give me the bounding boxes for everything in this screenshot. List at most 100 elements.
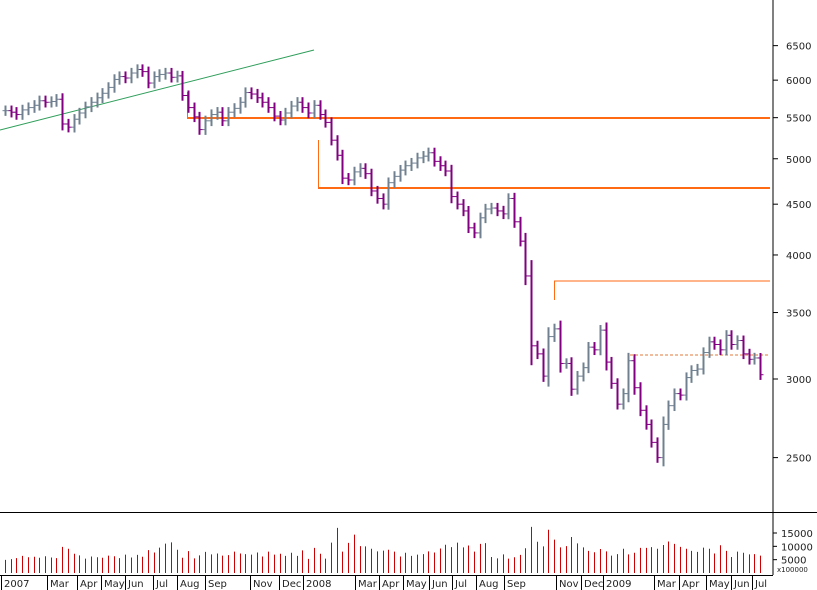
ohlc-bar bbox=[328, 117, 335, 146]
month-label: Sep bbox=[208, 579, 227, 590]
ohlc-bar bbox=[734, 335, 741, 350]
ohlc-bar bbox=[65, 118, 72, 133]
ohlc-bar bbox=[568, 357, 575, 396]
ohlc-bar bbox=[345, 173, 352, 186]
ohlc-bar bbox=[488, 202, 495, 215]
ohlc-bar bbox=[631, 354, 638, 395]
ohlc-bar bbox=[654, 437, 661, 463]
ohlc-bar bbox=[711, 336, 718, 350]
ohlc-bar bbox=[231, 103, 238, 118]
ohlc-bar bbox=[202, 115, 209, 135]
ohlc-bar bbox=[425, 147, 432, 162]
ohlc-bar bbox=[648, 419, 655, 448]
ohlc-bar bbox=[111, 74, 118, 93]
ohlc-bar bbox=[688, 365, 695, 383]
month-label: Jun bbox=[431, 579, 448, 590]
month-label: Mar bbox=[358, 579, 378, 590]
ohlc-bar bbox=[528, 260, 535, 366]
ohlc-bar bbox=[580, 362, 587, 382]
volume-axis: 5000 10000 15000 x100000 bbox=[773, 529, 813, 574]
month-label: Jul bbox=[155, 579, 168, 590]
ohlc-bar bbox=[322, 109, 329, 128]
price-axis: 2500 3000 3500 4000 4500 5000 5500 6000 6500 bbox=[773, 42, 811, 465]
ohlc-bar bbox=[494, 202, 501, 217]
month-label: 2009 bbox=[606, 579, 631, 590]
ohlc-bar bbox=[603, 322, 610, 371]
trendlines bbox=[0, 49, 770, 356]
ohlc-bar bbox=[311, 100, 318, 119]
ohlc-bar bbox=[402, 160, 409, 176]
volume-pane: 5000 10000 15000 x100000 bbox=[5, 513, 813, 575]
month-label: Aug bbox=[479, 579, 499, 590]
ohlc-bar bbox=[540, 348, 547, 382]
month-label: May bbox=[104, 579, 125, 590]
ohlc-bar bbox=[671, 388, 678, 412]
ohlc-bar bbox=[299, 97, 306, 113]
ohlc-bar bbox=[179, 70, 186, 101]
ohlc-bar bbox=[625, 352, 632, 403]
ohlc-bar bbox=[185, 90, 192, 113]
month-label: Apr bbox=[682, 579, 700, 590]
ohlc-bar bbox=[53, 94, 60, 107]
month-label: Mar bbox=[50, 579, 70, 590]
ohlc-bar bbox=[13, 107, 20, 120]
ohlc-bar bbox=[728, 330, 735, 350]
ohlc-bar bbox=[82, 101, 89, 119]
price-tick-label: 3000 bbox=[786, 375, 811, 386]
ohlc-bar bbox=[477, 212, 484, 239]
ohlc-bar bbox=[317, 100, 324, 120]
month-label: Jun bbox=[127, 579, 144, 590]
price-tick-label: 4000 bbox=[786, 251, 811, 262]
ohlc-bar bbox=[139, 64, 146, 77]
ohlc-bar bbox=[385, 177, 392, 210]
ohlc-bar bbox=[362, 163, 369, 179]
month-label: Dec bbox=[584, 579, 603, 590]
ohlc-bar bbox=[31, 100, 38, 113]
ohlc-bar bbox=[700, 347, 707, 375]
price-bars bbox=[2, 64, 764, 467]
ohlc-bar bbox=[408, 157, 415, 171]
ohlc-bar bbox=[723, 330, 730, 356]
month-label: Nov bbox=[253, 579, 273, 590]
month-label: May bbox=[406, 579, 427, 590]
ohlc-bar bbox=[620, 388, 627, 410]
month-label: May bbox=[709, 579, 730, 590]
ohlc-bar bbox=[259, 92, 266, 108]
ohlc-bar bbox=[437, 156, 444, 171]
month-label: Jun bbox=[733, 579, 750, 590]
price-tick-label: 3500 bbox=[786, 309, 811, 320]
ohlc-bar bbox=[465, 205, 472, 234]
ohlc-bar bbox=[71, 114, 78, 133]
ohlc-bar bbox=[534, 340, 541, 360]
volume-bars bbox=[5, 526, 761, 573]
ohlc-bar bbox=[545, 327, 552, 387]
month-label: Aug bbox=[180, 579, 200, 590]
month-labels: 2007 Mar Apr May Jun Jul Aug Sep Nov Dec 2008 Mar Ap… bbox=[1, 576, 767, 590]
ohlc-bar bbox=[442, 160, 449, 177]
ohlc-bar bbox=[99, 88, 106, 104]
ohlc-bar bbox=[219, 107, 226, 127]
volume-tick-label: 15000 bbox=[781, 529, 813, 540]
ohlc-bar bbox=[557, 320, 564, 373]
month-label: Mar bbox=[657, 579, 677, 590]
ohlc-bar bbox=[471, 222, 478, 239]
ohlc-bar bbox=[391, 171, 398, 188]
ohlc-bar bbox=[637, 382, 644, 417]
ohlc-bar bbox=[614, 378, 621, 410]
time-axis: 2007 Mar Apr May Jun Jul Aug Sep Nov Dec 2008 Mar Ap… bbox=[0, 575, 773, 590]
ohlc-bar bbox=[305, 102, 312, 119]
ohlc-bar bbox=[351, 166, 358, 186]
ohlc-bar bbox=[265, 97, 272, 113]
ohlc-bar bbox=[665, 400, 672, 430]
volume-tick-label: 5000 bbox=[781, 556, 806, 567]
ohlc-bar bbox=[374, 185, 381, 204]
volume-unit-label: x100000 bbox=[777, 566, 808, 574]
ohlc-bar bbox=[414, 152, 421, 169]
ohlc-bar bbox=[191, 102, 198, 123]
ohlc-bar bbox=[757, 353, 764, 380]
ohlc-bar bbox=[2, 105, 9, 116]
ohlc-bar bbox=[482, 203, 489, 224]
ohlc-bar bbox=[76, 107, 83, 125]
price-tick-label: 6500 bbox=[786, 42, 811, 53]
ohlc-bar bbox=[574, 370, 581, 395]
